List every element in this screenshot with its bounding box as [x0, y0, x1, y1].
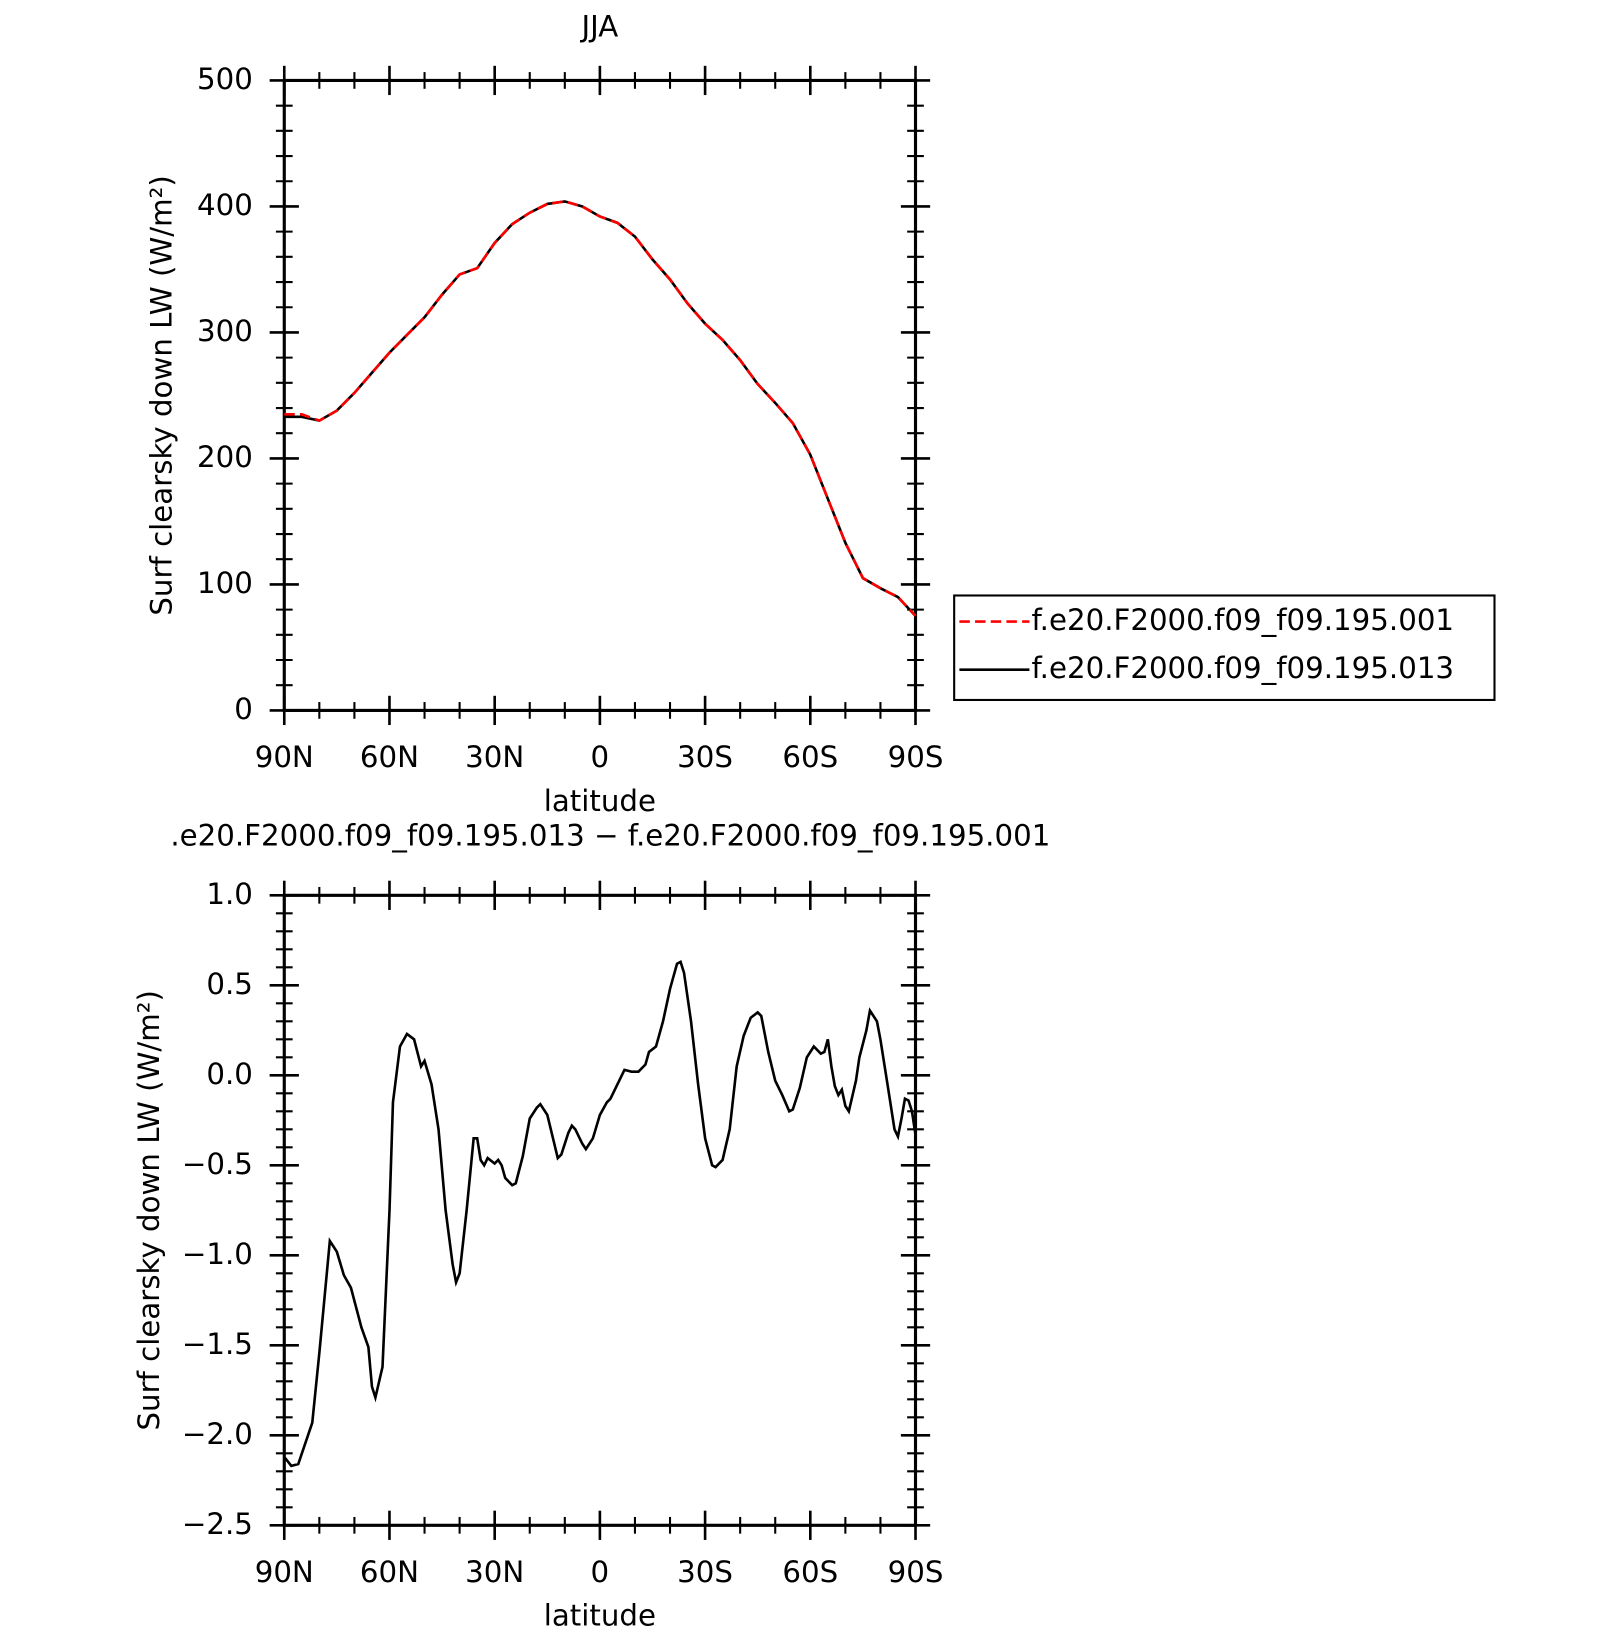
x-tick-label: 60N	[360, 1555, 419, 1589]
y-tick-label: 300	[197, 314, 253, 348]
x-tick-label: 90N	[255, 740, 314, 774]
y-tick-label: −2.0	[182, 1417, 253, 1451]
data-line	[284, 200, 917, 617]
plot-frame	[282, 78, 918, 712]
y-tick-label: 0.5	[206, 967, 253, 1001]
y-axis-label: Surf clearsky down LW (W/m²)	[132, 990, 166, 1430]
x-tick-label: 0	[591, 740, 610, 774]
x-tick-label: 60S	[782, 740, 838, 774]
chart-title: JJA	[580, 10, 619, 44]
y-tick-label: 0	[234, 692, 253, 726]
x-tick-label: 30N	[465, 740, 524, 774]
x-tick-label: 60N	[360, 740, 419, 774]
x-tick-label: 90S	[888, 1555, 944, 1589]
data-line	[284, 200, 917, 617]
x-tick-label: 60S	[782, 1555, 838, 1589]
y-tick-label: 0.0	[206, 1057, 253, 1091]
legend-box	[953, 594, 1496, 702]
legend-label: f.e20.F2000.f09_f09.195.013	[1032, 651, 1455, 685]
y-tick-label: −2.5	[182, 1507, 253, 1541]
y-tick-label: 500	[197, 62, 253, 96]
x-tick-label: 90S	[888, 740, 944, 774]
y-tick-label: 400	[197, 188, 253, 222]
y-tick-label: −1.5	[182, 1327, 253, 1361]
y-tick-label: 100	[197, 566, 253, 600]
legend-label: f.e20.F2000.f09_f09.195.001	[1032, 603, 1455, 637]
x-tick-label: 0	[591, 1555, 610, 1589]
plot-frame	[282, 893, 918, 1527]
x-tick-label: 30S	[677, 1555, 733, 1589]
data-line	[283, 959, 917, 1468]
y-tick-label: 200	[197, 440, 253, 474]
x-tick-label: 90N	[255, 1555, 314, 1589]
chart-title: .e20.F2000.f09_f09.195.013 − f.e20.F2000…	[170, 818, 1050, 852]
y-tick-label: −0.5	[182, 1147, 253, 1181]
y-tick-label: −1.0	[182, 1237, 253, 1271]
y-tick-label: 1.0	[206, 877, 253, 911]
x-tick-label: 30S	[677, 740, 733, 774]
x-axis-label: latitude	[544, 1599, 656, 1633]
y-axis-label: Surf clearsky down LW (W/m²)	[145, 175, 179, 615]
x-tick-label: 30N	[465, 1555, 524, 1589]
x-axis-label: latitude	[544, 784, 656, 818]
